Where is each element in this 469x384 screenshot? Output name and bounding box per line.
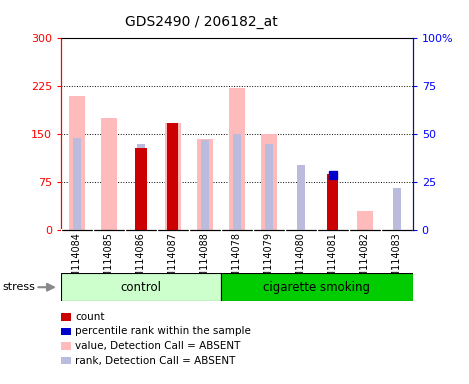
Text: rank, Detection Call = ABSENT: rank, Detection Call = ABSENT xyxy=(75,356,235,366)
Bar xyxy=(73,138,81,230)
Bar xyxy=(393,188,401,230)
Bar xyxy=(167,123,179,230)
Bar xyxy=(136,149,146,230)
Bar xyxy=(197,139,213,230)
Bar xyxy=(233,134,241,230)
Bar xyxy=(69,96,85,230)
Bar xyxy=(61,273,221,301)
Text: control: control xyxy=(121,281,161,293)
Bar xyxy=(165,123,181,230)
Bar xyxy=(101,118,117,230)
Text: count: count xyxy=(75,312,105,322)
Text: stress: stress xyxy=(2,282,35,292)
Bar xyxy=(169,138,177,230)
Text: value, Detection Call = ABSENT: value, Detection Call = ABSENT xyxy=(75,341,241,351)
Bar xyxy=(297,165,305,230)
Bar xyxy=(137,144,145,230)
Bar xyxy=(261,134,277,230)
Bar xyxy=(221,273,413,301)
Bar xyxy=(201,140,209,230)
Text: cigarette smoking: cigarette smoking xyxy=(263,281,371,293)
Bar xyxy=(327,174,338,230)
Text: percentile rank within the sample: percentile rank within the sample xyxy=(75,326,251,336)
Bar xyxy=(357,211,373,230)
Bar xyxy=(265,144,273,230)
Bar xyxy=(229,88,245,230)
Text: GDS2490 / 206182_at: GDS2490 / 206182_at xyxy=(125,15,278,29)
